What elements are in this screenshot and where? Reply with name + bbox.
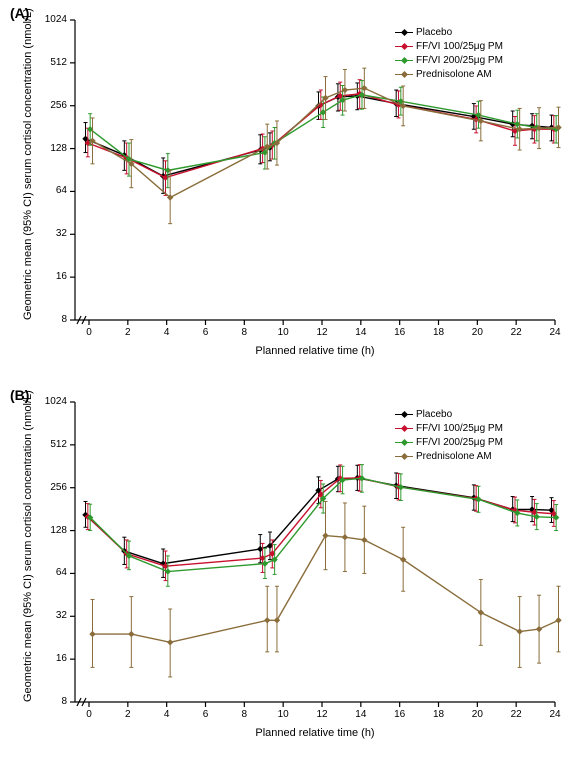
- y-tick-label: 512: [50, 57, 67, 68]
- legend-label: FF/VI 100/25μg PM: [416, 423, 503, 434]
- y-tick-label: 1024: [45, 14, 67, 25]
- x-tick-label: 16: [392, 327, 408, 338]
- x-tick-label: 12: [314, 709, 330, 720]
- panel-A: (A)Geometric mean (95% CI) serum cortiso…: [0, 0, 584, 382]
- y-tick-label: 64: [56, 567, 67, 578]
- legend-item: FF/VI 200/25μg PM: [395, 435, 503, 449]
- x-tick-label: 18: [431, 709, 447, 720]
- legend-label: Placebo: [416, 27, 452, 38]
- x-tick-label: 24: [547, 327, 563, 338]
- x-tick-label: 16: [392, 709, 408, 720]
- panel-B: (B)Geometric mean (95% CI) serum cortiso…: [0, 382, 584, 764]
- legend-item: FF/VI 100/25μg PM: [395, 39, 503, 53]
- legend: Placebo FF/VI 100/25μg PM FF/VI 200/25μg P…: [395, 407, 503, 463]
- y-tick-label: 16: [56, 653, 67, 664]
- legend-label: FF/VI 100/25μg PM: [416, 41, 503, 52]
- y-tick-label: 8: [61, 314, 67, 325]
- x-tick-label: 20: [469, 709, 485, 720]
- legend-item: Placebo: [395, 25, 503, 39]
- x-tick-label: 8: [236, 327, 252, 338]
- x-tick-label: 12: [314, 327, 330, 338]
- x-axis-label: Planned relative time (h): [75, 345, 555, 357]
- x-tick-label: 18: [431, 327, 447, 338]
- x-tick-label: 8: [236, 709, 252, 720]
- legend-item: Prednisolone AM: [395, 67, 503, 81]
- y-tick-label: 128: [50, 143, 67, 154]
- x-tick-label: 0: [81, 327, 97, 338]
- legend-label: FF/VI 200/25μg PM: [416, 437, 503, 448]
- legend-item: Prednisolone AM: [395, 449, 503, 463]
- legend-item: FF/VI 100/25μg PM: [395, 421, 503, 435]
- figure-container: (A)Geometric mean (95% CI) serum cortiso…: [0, 0, 584, 764]
- y-tick-label: 64: [56, 185, 67, 196]
- y-tick-label: 1024: [45, 396, 67, 407]
- legend-item: FF/VI 200/25μg PM: [395, 53, 503, 67]
- y-tick-label: 32: [56, 228, 67, 239]
- x-tick-label: 22: [508, 327, 524, 338]
- y-tick-label: 16: [56, 271, 67, 282]
- y-tick-label: 8: [61, 696, 67, 707]
- legend: Placebo FF/VI 100/25μg PM FF/VI 200/25μg P…: [395, 25, 503, 81]
- x-tick-label: 10: [275, 709, 291, 720]
- x-tick-label: 4: [159, 327, 175, 338]
- x-tick-label: 24: [547, 709, 563, 720]
- y-tick-label: 256: [50, 100, 67, 111]
- x-tick-label: 2: [120, 709, 136, 720]
- x-tick-label: 14: [353, 709, 369, 720]
- legend-label: Prednisolone AM: [416, 451, 492, 462]
- x-tick-label: 14: [353, 327, 369, 338]
- legend-label: Placebo: [416, 409, 452, 420]
- x-tick-label: 22: [508, 709, 524, 720]
- y-tick-label: 32: [56, 610, 67, 621]
- y-axis-label: Geometric mean (95% CI) serum cortisol c…: [22, 402, 34, 702]
- legend-label: FF/VI 200/25μg PM: [416, 55, 503, 66]
- y-axis-label: Geometric mean (95% CI) serum cortisol c…: [22, 20, 34, 320]
- x-tick-label: 6: [198, 327, 214, 338]
- y-tick-label: 512: [50, 439, 67, 450]
- legend-label: Prednisolone AM: [416, 69, 492, 80]
- x-tick-label: 10: [275, 327, 291, 338]
- x-tick-label: 2: [120, 327, 136, 338]
- legend-item: Placebo: [395, 407, 503, 421]
- x-axis-label: Planned relative time (h): [75, 727, 555, 739]
- x-tick-label: 4: [159, 709, 175, 720]
- y-tick-label: 128: [50, 525, 67, 536]
- y-tick-label: 256: [50, 482, 67, 493]
- x-tick-label: 20: [469, 327, 485, 338]
- x-tick-label: 0: [81, 709, 97, 720]
- x-tick-label: 6: [198, 709, 214, 720]
